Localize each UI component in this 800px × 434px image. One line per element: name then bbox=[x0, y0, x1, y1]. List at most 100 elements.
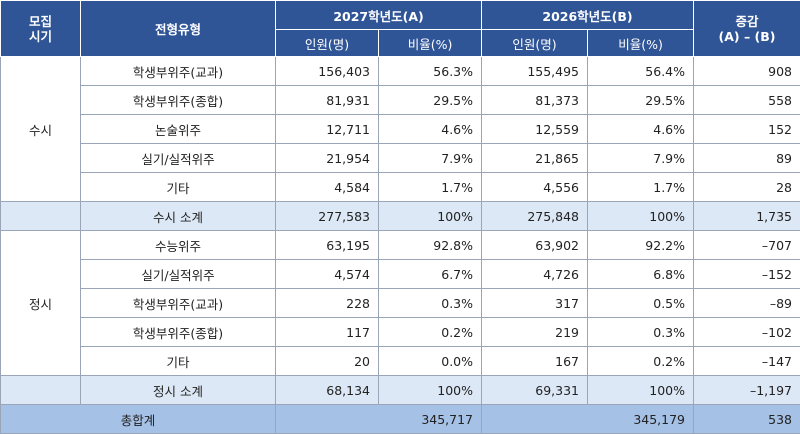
b-persons: 4,556 bbox=[482, 173, 588, 202]
b-persons: 81,373 bbox=[482, 86, 588, 115]
a-persons: 228 bbox=[276, 289, 379, 318]
diff: 908 bbox=[694, 57, 800, 86]
b-persons: 69,331 bbox=[482, 376, 588, 405]
diff: 152 bbox=[694, 115, 800, 144]
row-type: 기타 bbox=[81, 347, 276, 376]
b-persons: 317 bbox=[482, 289, 588, 318]
b-ratio: 0.5% bbox=[588, 289, 694, 318]
subtotal-row-susi: 수시 소계 277,583 100% 275,848 100% 1,735 bbox=[1, 202, 800, 231]
subtotal-label: 정시 소계 bbox=[81, 376, 276, 405]
b-persons: 167 bbox=[482, 347, 588, 376]
a-ratio: 92.8% bbox=[379, 231, 482, 260]
diff: 558 bbox=[694, 86, 800, 115]
b-persons: 275,848 bbox=[482, 202, 588, 231]
header-year-a: 2027학년도(A) bbox=[276, 1, 482, 30]
b-persons: 219 bbox=[482, 318, 588, 347]
row-type: 수능위주 bbox=[81, 231, 276, 260]
header-a-ratio: 비율(%) bbox=[379, 30, 482, 57]
group-label-jeongsi: 정시 bbox=[1, 231, 81, 376]
b-ratio: 4.6% bbox=[588, 115, 694, 144]
table-row: 기타 4,584 1.7% 4,556 1.7% 28 bbox=[1, 173, 800, 202]
a-ratio: 7.9% bbox=[379, 144, 482, 173]
a-persons: 21,954 bbox=[276, 144, 379, 173]
b-ratio: 6.8% bbox=[588, 260, 694, 289]
a-persons: 81,931 bbox=[276, 86, 379, 115]
header-type: 전형유형 bbox=[81, 1, 276, 57]
b-persons: 12,559 bbox=[482, 115, 588, 144]
header-year-b: 2026학년도(B) bbox=[482, 1, 694, 30]
table-row: 학생부위주(종합) 117 0.2% 219 0.3% –102 bbox=[1, 318, 800, 347]
row-type: 학생부위주(종합) bbox=[81, 86, 276, 115]
a-persons: 68,134 bbox=[276, 376, 379, 405]
header-b-ratio: 비율(%) bbox=[588, 30, 694, 57]
grand-total-a: 345,717 bbox=[276, 405, 482, 434]
table-row: 실기/실적위주 21,954 7.9% 21,865 7.9% 89 bbox=[1, 144, 800, 173]
a-ratio: 0.0% bbox=[379, 347, 482, 376]
table-row: 학생부위주(교과) 228 0.3% 317 0.5% –89 bbox=[1, 289, 800, 318]
row-type: 실기/실적위주 bbox=[81, 144, 276, 173]
b-persons: 21,865 bbox=[482, 144, 588, 173]
row-type: 논술위주 bbox=[81, 115, 276, 144]
table-row: 학생부위주(종합) 81,931 29.5% 81,373 29.5% 558 bbox=[1, 86, 800, 115]
diff: –1,197 bbox=[694, 376, 800, 405]
diff: –147 bbox=[694, 347, 800, 376]
b-ratio: 92.2% bbox=[588, 231, 694, 260]
b-ratio: 1.7% bbox=[588, 173, 694, 202]
a-persons: 12,711 bbox=[276, 115, 379, 144]
b-persons: 155,495 bbox=[482, 57, 588, 86]
table-row: 정시 수능위주 63,195 92.8% 63,902 92.2% –707 bbox=[1, 231, 800, 260]
group-label-susi: 수시 bbox=[1, 57, 81, 202]
grand-total-row: 총합계 345,717 345,179 538 bbox=[1, 405, 800, 434]
b-ratio: 56.4% bbox=[588, 57, 694, 86]
b-persons: 4,726 bbox=[482, 260, 588, 289]
row-type: 기타 bbox=[81, 173, 276, 202]
diff: 1,735 bbox=[694, 202, 800, 231]
a-persons: 4,574 bbox=[276, 260, 379, 289]
a-ratio: 56.3% bbox=[379, 57, 482, 86]
row-type: 실기/실적위주 bbox=[81, 260, 276, 289]
header-diff: 증감 (A) – (B) bbox=[694, 1, 800, 57]
grand-total-b: 345,179 bbox=[482, 405, 694, 434]
table-row: 실기/실적위주 4,574 6.7% 4,726 6.8% –152 bbox=[1, 260, 800, 289]
grand-total-diff: 538 bbox=[694, 405, 800, 434]
a-persons: 63,195 bbox=[276, 231, 379, 260]
a-ratio: 100% bbox=[379, 376, 482, 405]
header-period: 모집 시기 bbox=[1, 1, 81, 57]
b-ratio: 29.5% bbox=[588, 86, 694, 115]
subtotal-spacer bbox=[1, 202, 81, 231]
b-ratio: 0.2% bbox=[588, 347, 694, 376]
a-ratio: 100% bbox=[379, 202, 482, 231]
a-ratio: 29.5% bbox=[379, 86, 482, 115]
header-a-persons: 인원(명) bbox=[276, 30, 379, 57]
diff: –89 bbox=[694, 289, 800, 318]
a-ratio: 6.7% bbox=[379, 260, 482, 289]
b-ratio: 100% bbox=[588, 376, 694, 405]
row-type: 학생부위주(종합) bbox=[81, 318, 276, 347]
a-ratio: 0.2% bbox=[379, 318, 482, 347]
row-type: 학생부위주(교과) bbox=[81, 57, 276, 86]
b-ratio: 0.3% bbox=[588, 318, 694, 347]
a-persons: 20 bbox=[276, 347, 379, 376]
a-persons: 117 bbox=[276, 318, 379, 347]
subtotal-spacer bbox=[1, 376, 81, 405]
a-ratio: 1.7% bbox=[379, 173, 482, 202]
a-ratio: 4.6% bbox=[379, 115, 482, 144]
row-type: 학생부위주(교과) bbox=[81, 289, 276, 318]
diff: –152 bbox=[694, 260, 800, 289]
diff: 89 bbox=[694, 144, 800, 173]
table-row: 수시 학생부위주(교과) 156,403 56.3% 155,495 56.4%… bbox=[1, 57, 800, 86]
subtotal-row-jeongsi: 정시 소계 68,134 100% 69,331 100% –1,197 bbox=[1, 376, 800, 405]
a-persons: 156,403 bbox=[276, 57, 379, 86]
table-row: 기타 20 0.0% 167 0.2% –147 bbox=[1, 347, 800, 376]
a-persons: 4,584 bbox=[276, 173, 379, 202]
grand-total-label: 총합계 bbox=[1, 405, 276, 434]
b-ratio: 100% bbox=[588, 202, 694, 231]
a-persons: 277,583 bbox=[276, 202, 379, 231]
diff: –707 bbox=[694, 231, 800, 260]
table-row: 논술위주 12,711 4.6% 12,559 4.6% 152 bbox=[1, 115, 800, 144]
diff: –102 bbox=[694, 318, 800, 347]
subtotal-label: 수시 소계 bbox=[81, 202, 276, 231]
header-b-persons: 인원(명) bbox=[482, 30, 588, 57]
diff: 28 bbox=[694, 173, 800, 202]
